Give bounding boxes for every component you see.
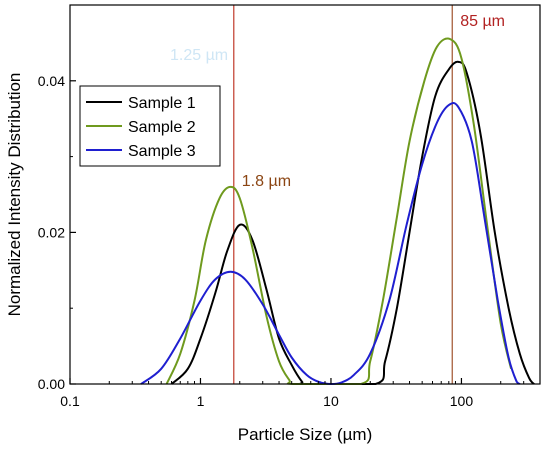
x-ticks: 0.1 1 10 100 [60, 378, 541, 409]
y-ticks: 0.00 0.02 0.04 [38, 73, 76, 392]
x-tick-label: 0.1 [60, 393, 80, 409]
plot-frame [69, 4, 541, 385]
y-tick-label: 0.02 [38, 224, 65, 240]
axes [69, 4, 541, 385]
series-line-2 [165, 37, 513, 386]
y-tick-label: 0.04 [38, 73, 65, 89]
x-tick-label: 100 [450, 393, 474, 409]
series-lines [140, 37, 535, 386]
x-axis-title: Particle Size (µm) [238, 425, 372, 444]
reference-label: 85 µm [460, 13, 505, 30]
x-tick-label: 10 [323, 393, 339, 409]
legend-label: Sample 1 [128, 95, 196, 112]
reference-label: 1.8 µm [242, 173, 291, 190]
legend: Sample 1 Sample 2 Sample 3 [79, 85, 221, 167]
y-axis-title: Normalized Intensity Distribution [5, 73, 24, 317]
reference-labels: 1.8 µm 85 µm [242, 13, 505, 190]
series-line-1 [170, 60, 535, 386]
series-line-3 [140, 101, 521, 385]
reference-lines [233, 5, 453, 384]
legend-label: Sample 3 [128, 143, 196, 160]
x-tick-label: 1 [197, 393, 205, 409]
faded-annotation: 1.25 µm [170, 47, 228, 64]
legend-label: Sample 2 [128, 119, 196, 136]
y-tick-label: 0.00 [38, 376, 65, 392]
